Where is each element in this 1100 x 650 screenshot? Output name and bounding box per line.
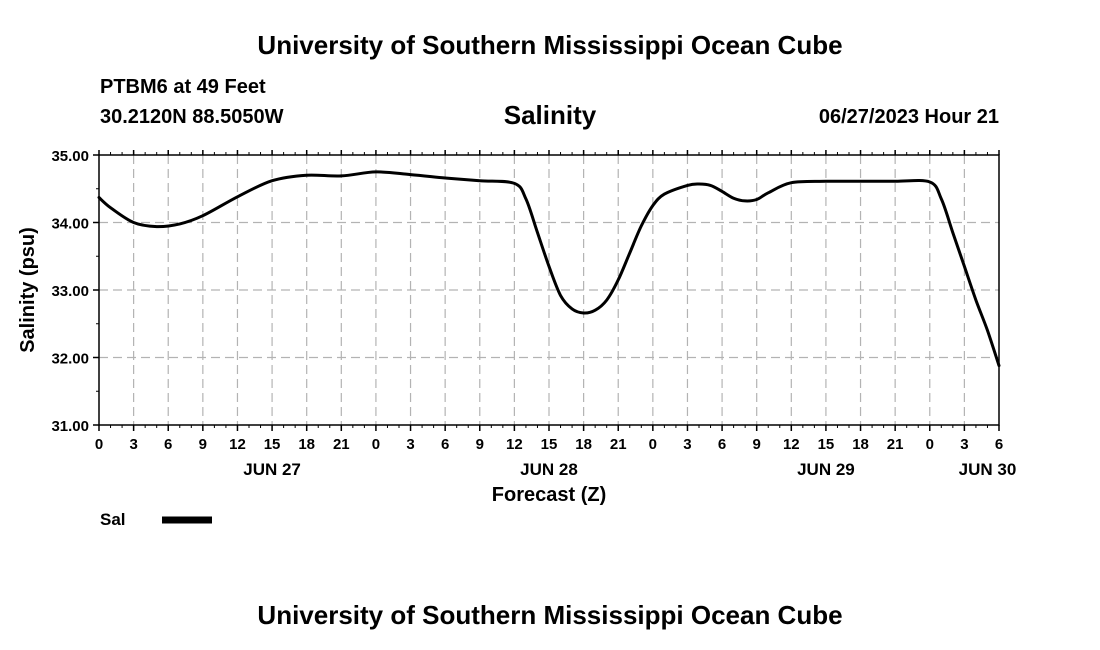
x-tick-label: 0 (926, 436, 934, 453)
y-tick-label: 33.00 (51, 283, 89, 300)
station-label: PTBM6 at 49 Feet (100, 76, 266, 98)
x-tick-label: 15 (264, 436, 281, 453)
plot-frame (98, 154, 1000, 426)
x-tick-label: 18 (575, 436, 592, 453)
x-tick-label: 3 (960, 436, 968, 453)
y-tick-label: 32.00 (51, 351, 89, 368)
page-title: University of Southern Mississippi Ocean… (257, 30, 843, 60)
x-tick-label: 9 (753, 436, 761, 453)
x-axis-title: Forecast (Z) (492, 484, 606, 506)
x-tick-label: 6 (441, 436, 449, 453)
x-tick-label: 18 (852, 436, 869, 453)
y-tick-label: 34.00 (51, 216, 89, 233)
x-tick-label: 15 (541, 436, 558, 453)
legend-label: Sal (100, 510, 126, 529)
x-tick-label: 0 (95, 436, 103, 453)
date-label: JUN 30 (959, 460, 1017, 479)
x-tick-label: 0 (372, 436, 380, 453)
date-label: JUN 27 (243, 460, 301, 479)
x-tick-label: 21 (333, 436, 350, 453)
x-tick-label: 12 (229, 436, 246, 453)
date-label: JUN 28 (520, 460, 578, 479)
y-tick-label: 31.00 (51, 418, 89, 435)
date-label: JUN 29 (797, 460, 855, 479)
x-tick-label: 6 (164, 436, 172, 453)
y-tick-label: 35.00 (51, 148, 89, 165)
x-tick-label: 9 (199, 436, 207, 453)
x-tick-label: 21 (610, 436, 627, 453)
chart-title: Salinity (503, 100, 597, 130)
station-coords: 30.2120N 88.5050W (100, 106, 284, 128)
x-tick-label: 15 (818, 436, 835, 453)
y-axis-title: Salinity (psu) (17, 227, 39, 353)
x-tick-label: 9 (476, 436, 484, 453)
x-tick-label: 0 (649, 436, 657, 453)
grid-lines (99, 155, 999, 425)
x-tick-label: 6 (995, 436, 1003, 453)
salinity-series-line (97, 170, 1001, 368)
x-tick-label: 3 (683, 436, 691, 453)
axis-labels: 31.00 32.00 33.00 34.00 35.00 0 3 6 9 12 15 18 21 0 3 6… (51, 148, 1016, 479)
forecast-datetime: 06/27/2023 Hour 21 (818, 106, 999, 128)
footer-title: University of Southern Mississippi Ocean… (257, 600, 843, 630)
x-tick-label: 21 (887, 436, 904, 453)
x-tick-label: 12 (783, 436, 800, 453)
x-tick-label: 3 (406, 436, 414, 453)
x-tick-label: 18 (298, 436, 315, 453)
x-tick-label: 3 (129, 436, 137, 453)
x-tick-label: 6 (718, 436, 726, 453)
x-tick-label: 12 (506, 436, 523, 453)
